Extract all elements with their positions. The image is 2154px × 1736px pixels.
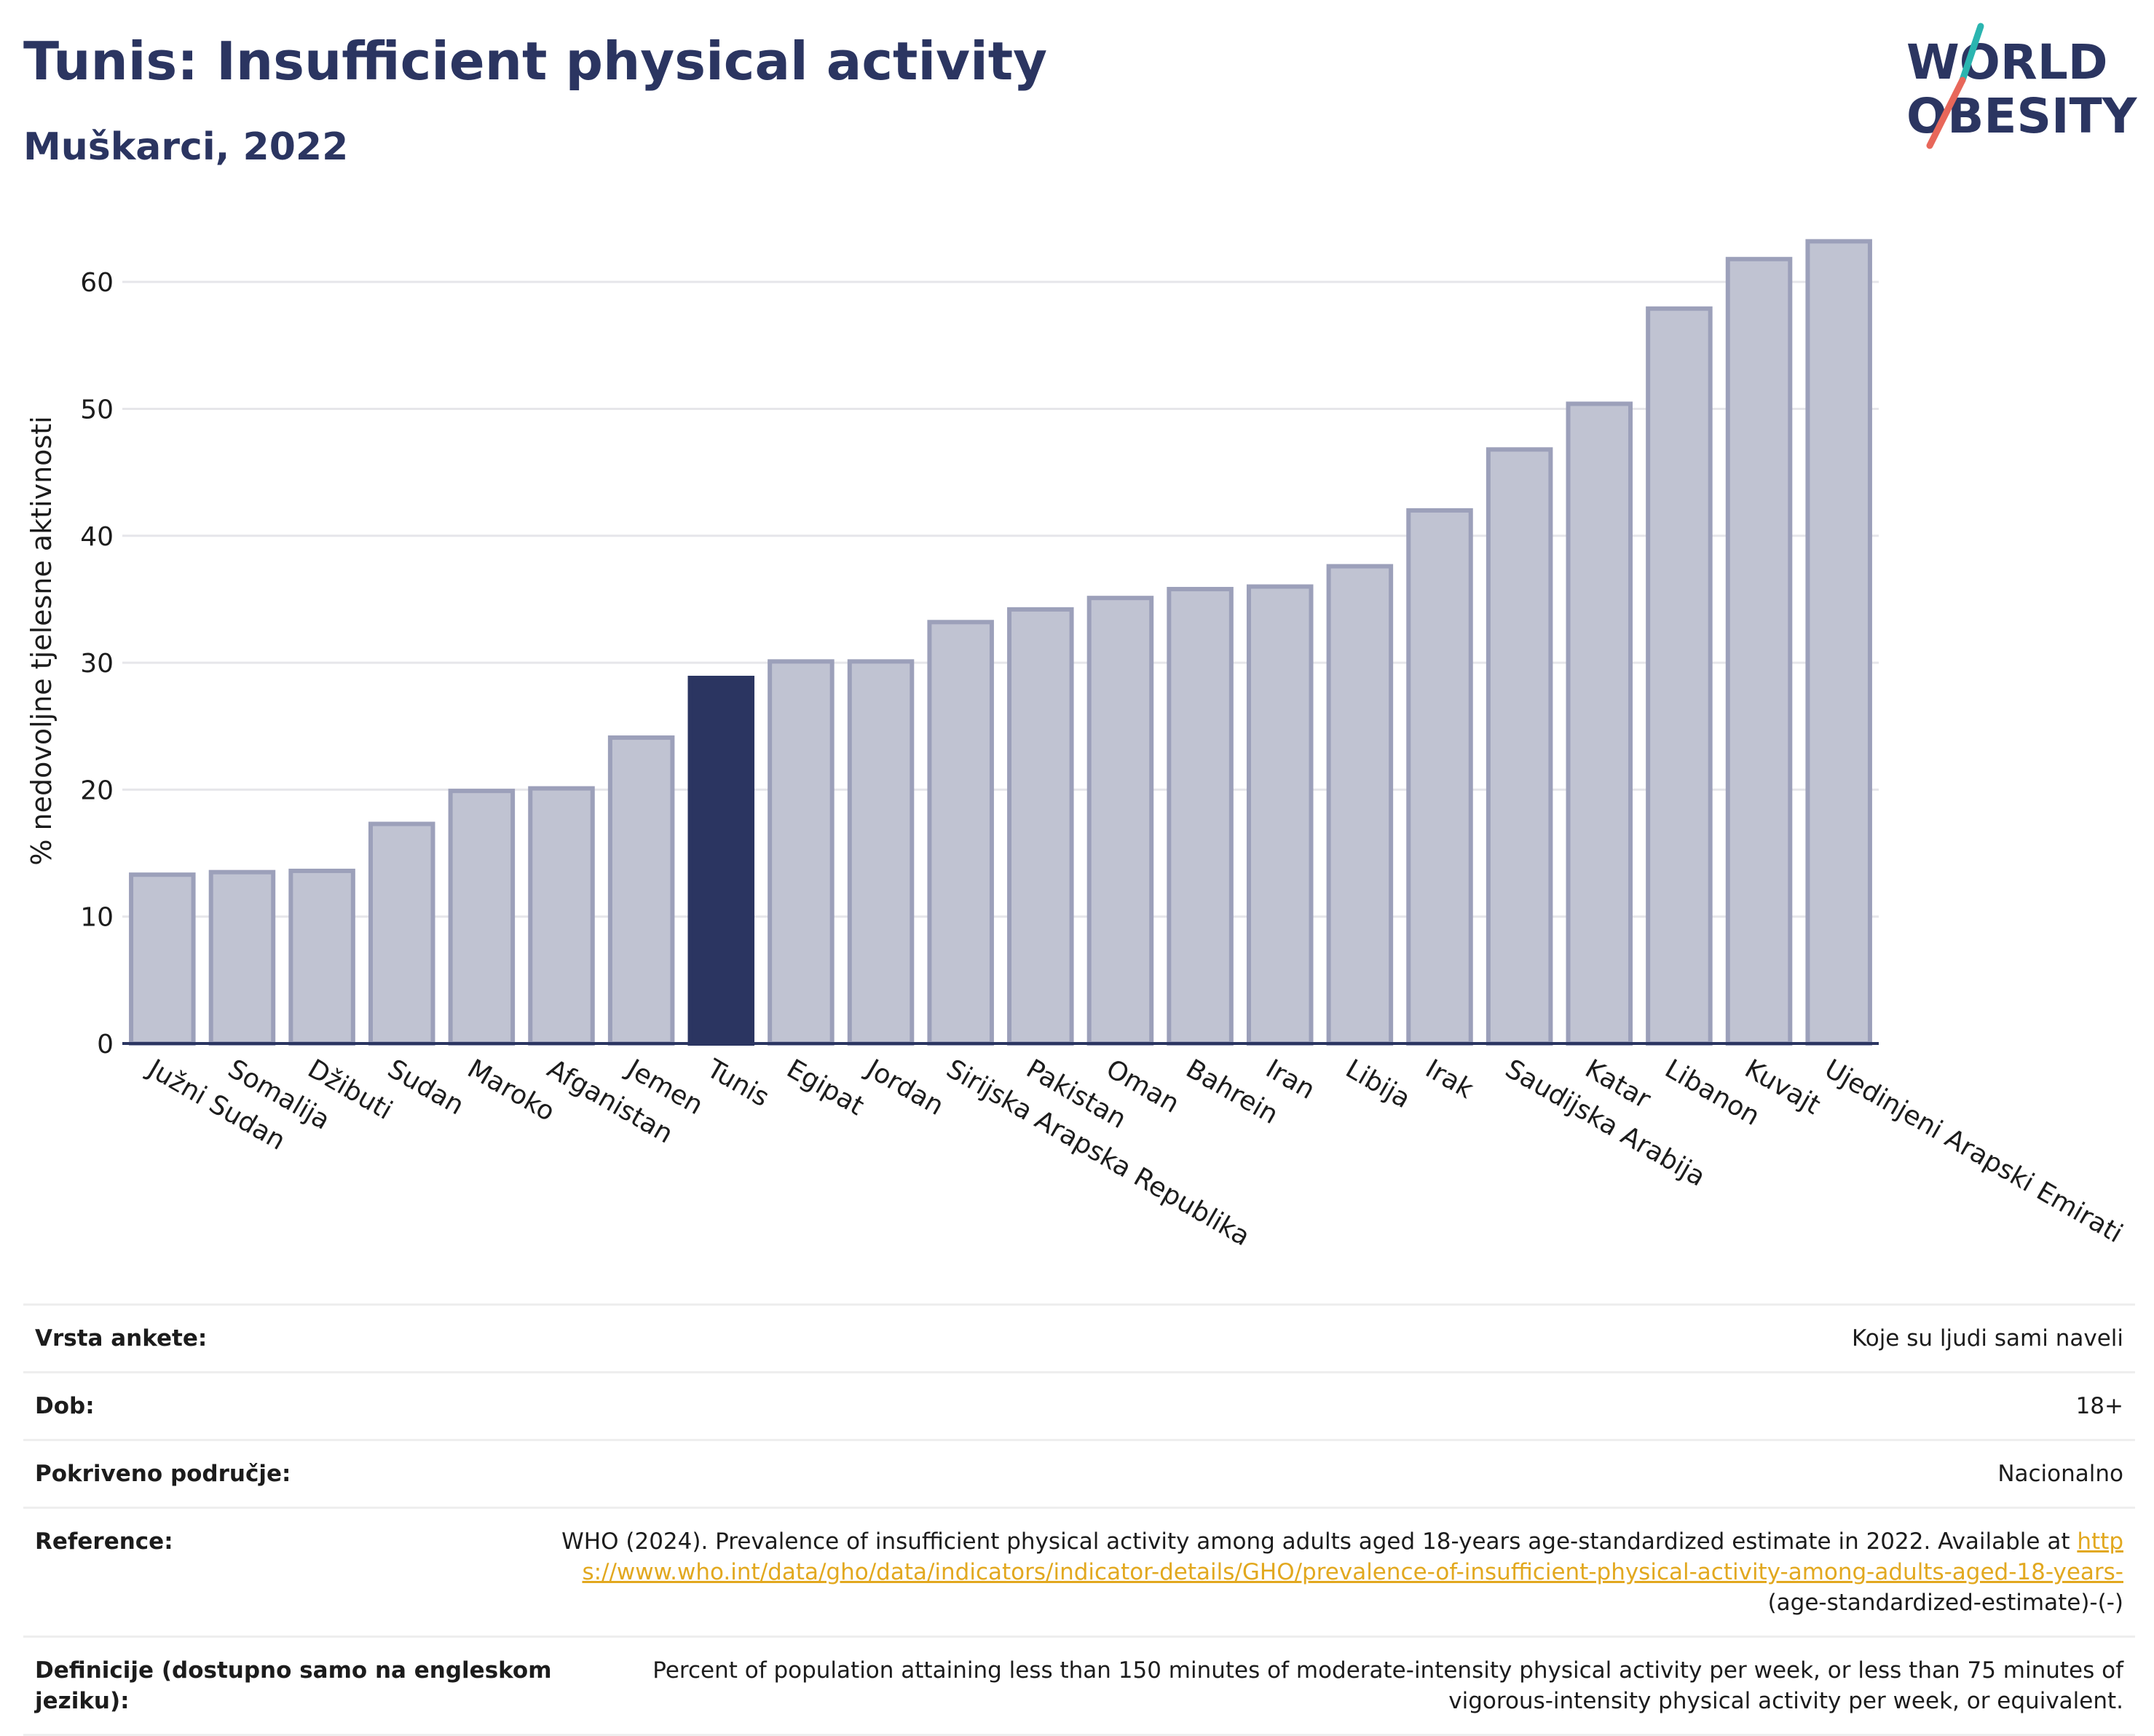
survey-label: Vrsta ankete: xyxy=(35,1325,208,1352)
bar-maroko xyxy=(448,789,516,1046)
coverage-value: Nacionalno xyxy=(1997,1461,2123,1487)
info-row-coverage: Pokriveno područje: Nacionalno xyxy=(23,1439,2135,1507)
page-subtitle: Muškarci, 2022 xyxy=(23,125,349,169)
bar-pakistan xyxy=(1007,607,1074,1046)
bar-džibuti xyxy=(288,868,355,1046)
info-row-age: Dob: 18+ xyxy=(23,1371,2135,1439)
age-value: 18+ xyxy=(2075,1393,2123,1419)
bar-sirijska-arapska-republika xyxy=(927,620,994,1046)
y-axis-ticks: 0 10 20 30 40 50 60 xyxy=(80,268,114,1060)
info-row-reference: Reference: WHO (2024). Prevalence of ins… xyxy=(23,1507,2135,1636)
bar-kuvajt xyxy=(1725,256,1793,1046)
x-axis-ticks: Južni SudanSomalijaDžibutiSudanMarokoAfg… xyxy=(142,1053,2128,1252)
bar-egipat xyxy=(768,659,835,1046)
reference-link[interactable]: https://www.who.int/data/gho/data/indica… xyxy=(582,1528,2123,1585)
bar-oman xyxy=(1086,596,1154,1046)
definition-label: Definicije (dostupno samo na engleskom j… xyxy=(35,1657,552,1714)
logo-line1: WORLD xyxy=(1906,34,2108,90)
world-obesity-logo: WORLD OBESITY xyxy=(1906,23,2138,149)
reference-value: WHO (2024). Prevalence of insufficient p… xyxy=(559,1526,2123,1618)
reference-tail: (age-standardized-estimate)-(-) xyxy=(1767,1590,2123,1616)
y-tick-label: 20 xyxy=(80,776,114,805)
x-tick-label: Libija xyxy=(1341,1054,1416,1114)
reference-label: Reference: xyxy=(35,1528,173,1555)
bar-irak xyxy=(1406,508,1473,1046)
y-tick-label: 40 xyxy=(80,522,114,552)
page-title: Tunis: Insufficient physical activity xyxy=(23,31,1048,92)
reference-text: WHO (2024). Prevalence of insufficient p… xyxy=(561,1528,2070,1555)
x-tick-label: Sudan xyxy=(382,1054,469,1121)
coverage-label: Pokriveno područje: xyxy=(35,1461,291,1487)
definition-value: Percent of population attaining less tha… xyxy=(652,1657,2123,1714)
bar-afganistan xyxy=(528,786,595,1046)
age-label: Dob: xyxy=(35,1393,95,1419)
x-tick-label: Ujedinjeni Arapski Emirati xyxy=(1820,1054,2128,1249)
x-tick-label: Irak xyxy=(1421,1054,1479,1105)
info-table: Vrsta ankete: Koje su ljudi sami naveli … xyxy=(23,1303,2135,1736)
y-axis-label: % nedovoljne tjelesne aktivnosti xyxy=(25,416,58,865)
y-tick-label: 60 xyxy=(80,268,114,298)
y-tick-label: 30 xyxy=(80,649,114,679)
bar-južni-sudan xyxy=(129,872,196,1046)
logo-slash-red xyxy=(1926,76,1966,149)
bar-jordan xyxy=(847,659,915,1046)
info-row-definition: Definicije (dostupno samo na engleskom j… xyxy=(23,1636,2135,1736)
y-tick-label: 50 xyxy=(80,395,114,425)
bar-sudan xyxy=(368,821,435,1046)
bars xyxy=(122,239,1879,1046)
bar-chart: 0 10 20 30 40 50 60 Južni SudanSomalijaDžibuti… xyxy=(25,239,2128,1252)
x-tick-label: Bahrein xyxy=(1181,1054,1283,1130)
x-tick-label: Egipat xyxy=(781,1054,869,1121)
bar-libanon xyxy=(1646,306,1713,1046)
bar-saudijska-arabija xyxy=(1486,447,1553,1046)
bar-bahrein xyxy=(1167,586,1234,1046)
y-tick-label: 0 xyxy=(97,1030,114,1060)
bar-iran xyxy=(1246,584,1314,1046)
y-tick-label: 10 xyxy=(80,903,114,933)
bar-katar xyxy=(1566,401,1633,1046)
bar-jemen xyxy=(607,735,675,1046)
x-tick-label: Maroko xyxy=(462,1054,560,1127)
bar-ujedinjeni-arapski-emirati xyxy=(1805,239,1872,1046)
logo-slash-teal xyxy=(1959,23,1984,84)
x-tick-label: Tunis xyxy=(701,1054,774,1113)
bar-tunis xyxy=(687,675,755,1046)
survey-value: Koje su ljudi sami naveli xyxy=(1851,1325,2123,1352)
info-row-survey: Vrsta ankete: Koje su ljudi sami naveli xyxy=(23,1303,2135,1371)
x-tick-label: Jordan xyxy=(860,1053,948,1121)
bar-libija xyxy=(1326,564,1394,1046)
bar-somalija xyxy=(208,869,276,1046)
